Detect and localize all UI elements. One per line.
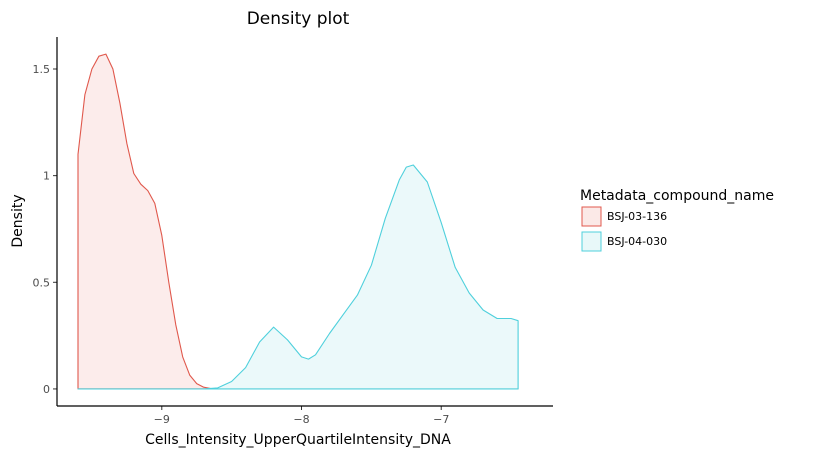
legend-items: BSJ-03-136 BSJ-04-030 <box>581 206 667 252</box>
density-area-2 <box>77 164 519 390</box>
y-tick-label: 1.5 <box>33 63 51 76</box>
legend: Metadata_compound_name BSJ-03-136 BSJ-04-… <box>580 188 774 252</box>
x-axis-label: Cells_Intensity_UpperQuartileIntensity_D… <box>145 432 451 448</box>
legend-label: BSJ-03-136 <box>607 210 667 223</box>
legend-swatch <box>581 206 602 227</box>
legend-swatch <box>581 231 602 252</box>
x-tick-label: −7 <box>433 413 449 426</box>
y-tick-label: 0.5 <box>33 276 51 289</box>
legend-label: BSJ-04-030 <box>607 235 667 248</box>
y-tick-label: 0 <box>43 383 50 396</box>
y-axis-ticks: 0 0.5 1 1.5 <box>33 63 57 396</box>
y-axis-label: Density <box>10 194 26 247</box>
y-tick-label: 1 <box>43 170 50 183</box>
x-axis-ticks: −9 −8 −7 <box>154 406 449 426</box>
legend-title: Metadata_compound_name <box>580 188 774 204</box>
plot-area <box>77 53 519 390</box>
x-tick-label: −9 <box>154 413 170 426</box>
chart-title: Density plot <box>247 9 350 29</box>
x-tick-label: −8 <box>293 413 309 426</box>
